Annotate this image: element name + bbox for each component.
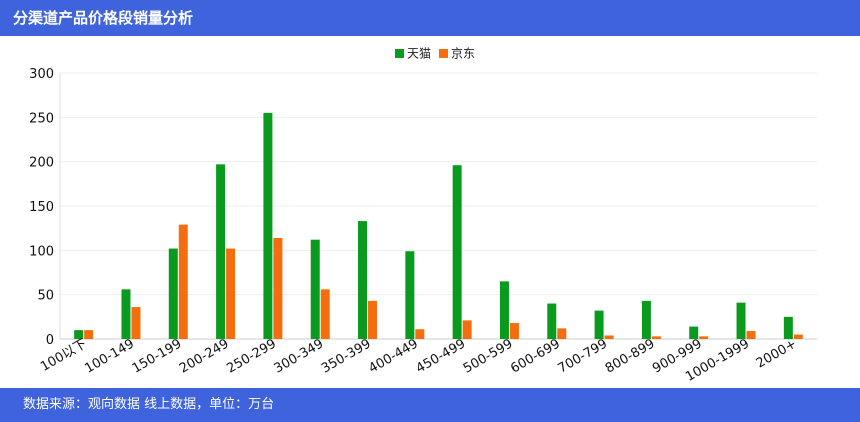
data-source-note: 数据来源：观向数据 线上数据，单位：万台 <box>23 397 275 412</box>
bar-tmall <box>310 239 320 339</box>
bar-jd <box>604 335 614 339</box>
page-title: 分渠道产品价格段销量分析 <box>13 9 194 27</box>
bar-jd <box>793 334 803 339</box>
bar-tmall <box>405 251 415 339</box>
bar-tmall <box>74 330 84 339</box>
bar-tmall <box>263 112 273 340</box>
bar-jd <box>84 330 94 339</box>
bar-chart: 050100150200250300100以下100-149150-199200… <box>29 47 817 385</box>
bar-jd <box>131 307 141 339</box>
bar-tmall <box>452 165 462 339</box>
bar-jd <box>462 320 472 339</box>
legend-swatch <box>439 49 448 58</box>
bar-tmall <box>168 248 178 339</box>
y-tick-label: 50 <box>37 289 54 304</box>
bar-tmall <box>689 326 699 339</box>
header-bar: 分渠道产品价格段销量分析 <box>0 0 860 36</box>
x-tick-label: 2000+ <box>754 336 800 371</box>
y-tick-label: 200 <box>29 156 54 171</box>
x-tick-label: 150-199 <box>130 336 185 376</box>
bar-tmall <box>783 316 793 339</box>
bar-jd <box>699 336 709 339</box>
x-tick-label: 300-349 <box>272 336 327 376</box>
bar-jd <box>178 224 188 339</box>
legend-label: 京东 <box>451 47 475 61</box>
x-tick-label: 400-449 <box>366 336 421 376</box>
bar-tmall <box>736 302 746 339</box>
bar-jd <box>415 329 425 339</box>
x-tick-label: 200-249 <box>177 336 232 376</box>
x-tick-label: 450-499 <box>414 336 469 376</box>
bar-jd <box>651 336 661 339</box>
x-tick-label: 100-149 <box>82 336 137 376</box>
bar-tmall <box>641 300 651 339</box>
x-tick-label: 350-399 <box>319 336 374 376</box>
bar-tmall <box>216 164 226 339</box>
legend-label: 天猫 <box>407 47 431 61</box>
x-tick-label: 600-699 <box>508 336 563 376</box>
bar-jd <box>746 331 756 339</box>
x-tick-label: 500-599 <box>461 336 516 376</box>
x-tick-label: 700-799 <box>556 336 611 376</box>
bar-jd <box>226 248 236 339</box>
y-tick-label: 0 <box>46 333 54 348</box>
bar-tmall <box>499 281 509 339</box>
legend-swatch <box>395 49 404 58</box>
bar-jd <box>368 300 378 339</box>
bar-tmall <box>121 289 131 339</box>
x-tick-label: 800-899 <box>603 336 658 376</box>
footer-bar: 数据来源：观向数据 线上数据，单位：万台 <box>0 388 860 422</box>
bar-jd <box>320 289 330 339</box>
bar-jd <box>509 323 519 339</box>
y-tick-label: 100 <box>29 244 54 259</box>
bar-tmall <box>547 303 557 339</box>
y-tick-label: 250 <box>29 111 54 126</box>
x-tick-label: 250-299 <box>224 336 279 376</box>
y-tick-label: 300 <box>29 67 54 82</box>
bar-jd <box>557 328 567 339</box>
y-tick-label: 150 <box>29 200 54 215</box>
bar-tmall <box>358 221 368 339</box>
bar-jd <box>273 237 283 339</box>
bar-tmall <box>594 310 604 339</box>
